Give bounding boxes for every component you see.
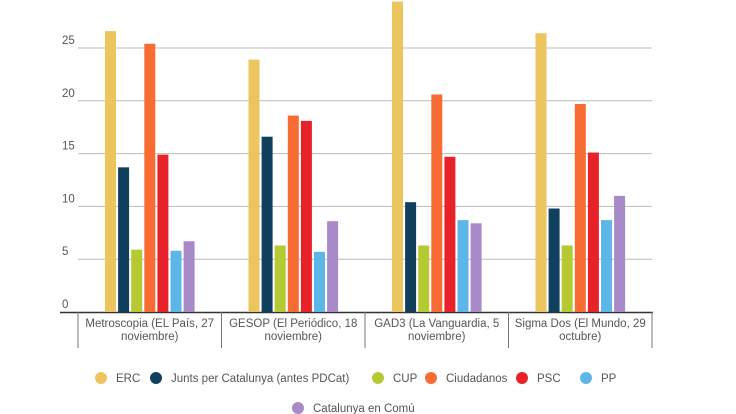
bar-ciudadanos <box>431 94 443 313</box>
x-tick-label: GAD3 (La Vanguardia, 5 <box>374 318 499 330</box>
bar-catalunya-en-com- <box>470 223 482 312</box>
x-tick-label: octubre) <box>559 331 601 343</box>
bar-catalunya-en-com- <box>614 195 626 312</box>
y-tick-label: 25 <box>62 35 75 47</box>
legend-label: PP <box>601 373 617 385</box>
bar-junts-per-catalunya-antes-pdcat- <box>405 202 417 312</box>
bar-psc <box>444 156 456 312</box>
legend-item: CUP <box>372 372 418 385</box>
legend-item: ERC <box>95 372 140 385</box>
bar-erc <box>392 1 403 312</box>
bar-junts-per-catalunya-antes-pdcat- <box>548 208 560 312</box>
bar-junts-per-catalunya-antes-pdcat- <box>261 136 273 312</box>
legend-marker <box>516 372 528 384</box>
y-tick-label: 15 <box>62 141 75 153</box>
bar-psc <box>587 152 599 312</box>
y-tick-label: 10 <box>62 193 75 205</box>
bar-erc <box>248 59 260 313</box>
legend-marker <box>292 402 304 414</box>
bar-pp <box>457 220 469 312</box>
legend-item: Ciudadanos <box>425 372 508 385</box>
bar-catalunya-en-com- <box>183 241 195 312</box>
bar-pp <box>170 250 182 312</box>
bar-erc <box>105 31 116 312</box>
bar-psc <box>157 154 169 312</box>
bar-cup <box>418 245 430 312</box>
bar-ciudadanos <box>287 115 299 312</box>
bar-cup <box>561 245 573 312</box>
legend-item: PP <box>580 372 617 385</box>
legend-marker <box>580 372 592 384</box>
legend-item: PSC <box>516 372 561 385</box>
bar-cup <box>131 249 143 312</box>
legend-marker <box>95 372 107 384</box>
bar-catalunya-en-com- <box>327 221 339 312</box>
legend-label: CUP <box>393 373 418 385</box>
x-tick-label: noviembre) <box>264 331 322 343</box>
x-tick-label: GESOP (El Periódico, 18 <box>229 318 357 330</box>
legend-marker <box>425 372 437 384</box>
x-tick-label: noviembre) <box>121 331 179 343</box>
y-tick-label: 5 <box>62 246 68 258</box>
bar-cup <box>274 245 286 312</box>
legend-label: Junts per Catalunya (antes PDCat) <box>171 373 350 385</box>
x-tick-label: noviembre) <box>408 331 466 343</box>
x-tick-label: Metroscopia (EL País, 27 <box>85 318 214 330</box>
bar-psc <box>300 120 312 312</box>
legend-label: Catalunya en Comú <box>313 403 415 414</box>
legend-item: Junts per Catalunya (antes PDCat) <box>150 372 350 385</box>
legend-label: ERC <box>116 373 140 385</box>
bar-junts-per-catalunya-antes-pdcat- <box>118 167 130 312</box>
bar-pp <box>314 251 325 312</box>
legend-label: PSC <box>537 373 561 385</box>
bar-pp <box>601 220 612 312</box>
legend-marker <box>372 372 384 384</box>
x-tick-label: Sigma Dos (El Mundo, 29 <box>515 318 646 330</box>
bar-erc <box>535 33 547 312</box>
legend-marker <box>150 372 162 384</box>
legend-label: Ciudadanos <box>446 373 508 385</box>
y-tick-label: 20 <box>62 88 75 100</box>
bar-ciudadanos <box>144 43 156 312</box>
bar-ciudadanos <box>574 103 586 312</box>
legend-item: Catalunya en Comú <box>292 402 415 414</box>
y-tick-label: 0 <box>62 299 68 311</box>
